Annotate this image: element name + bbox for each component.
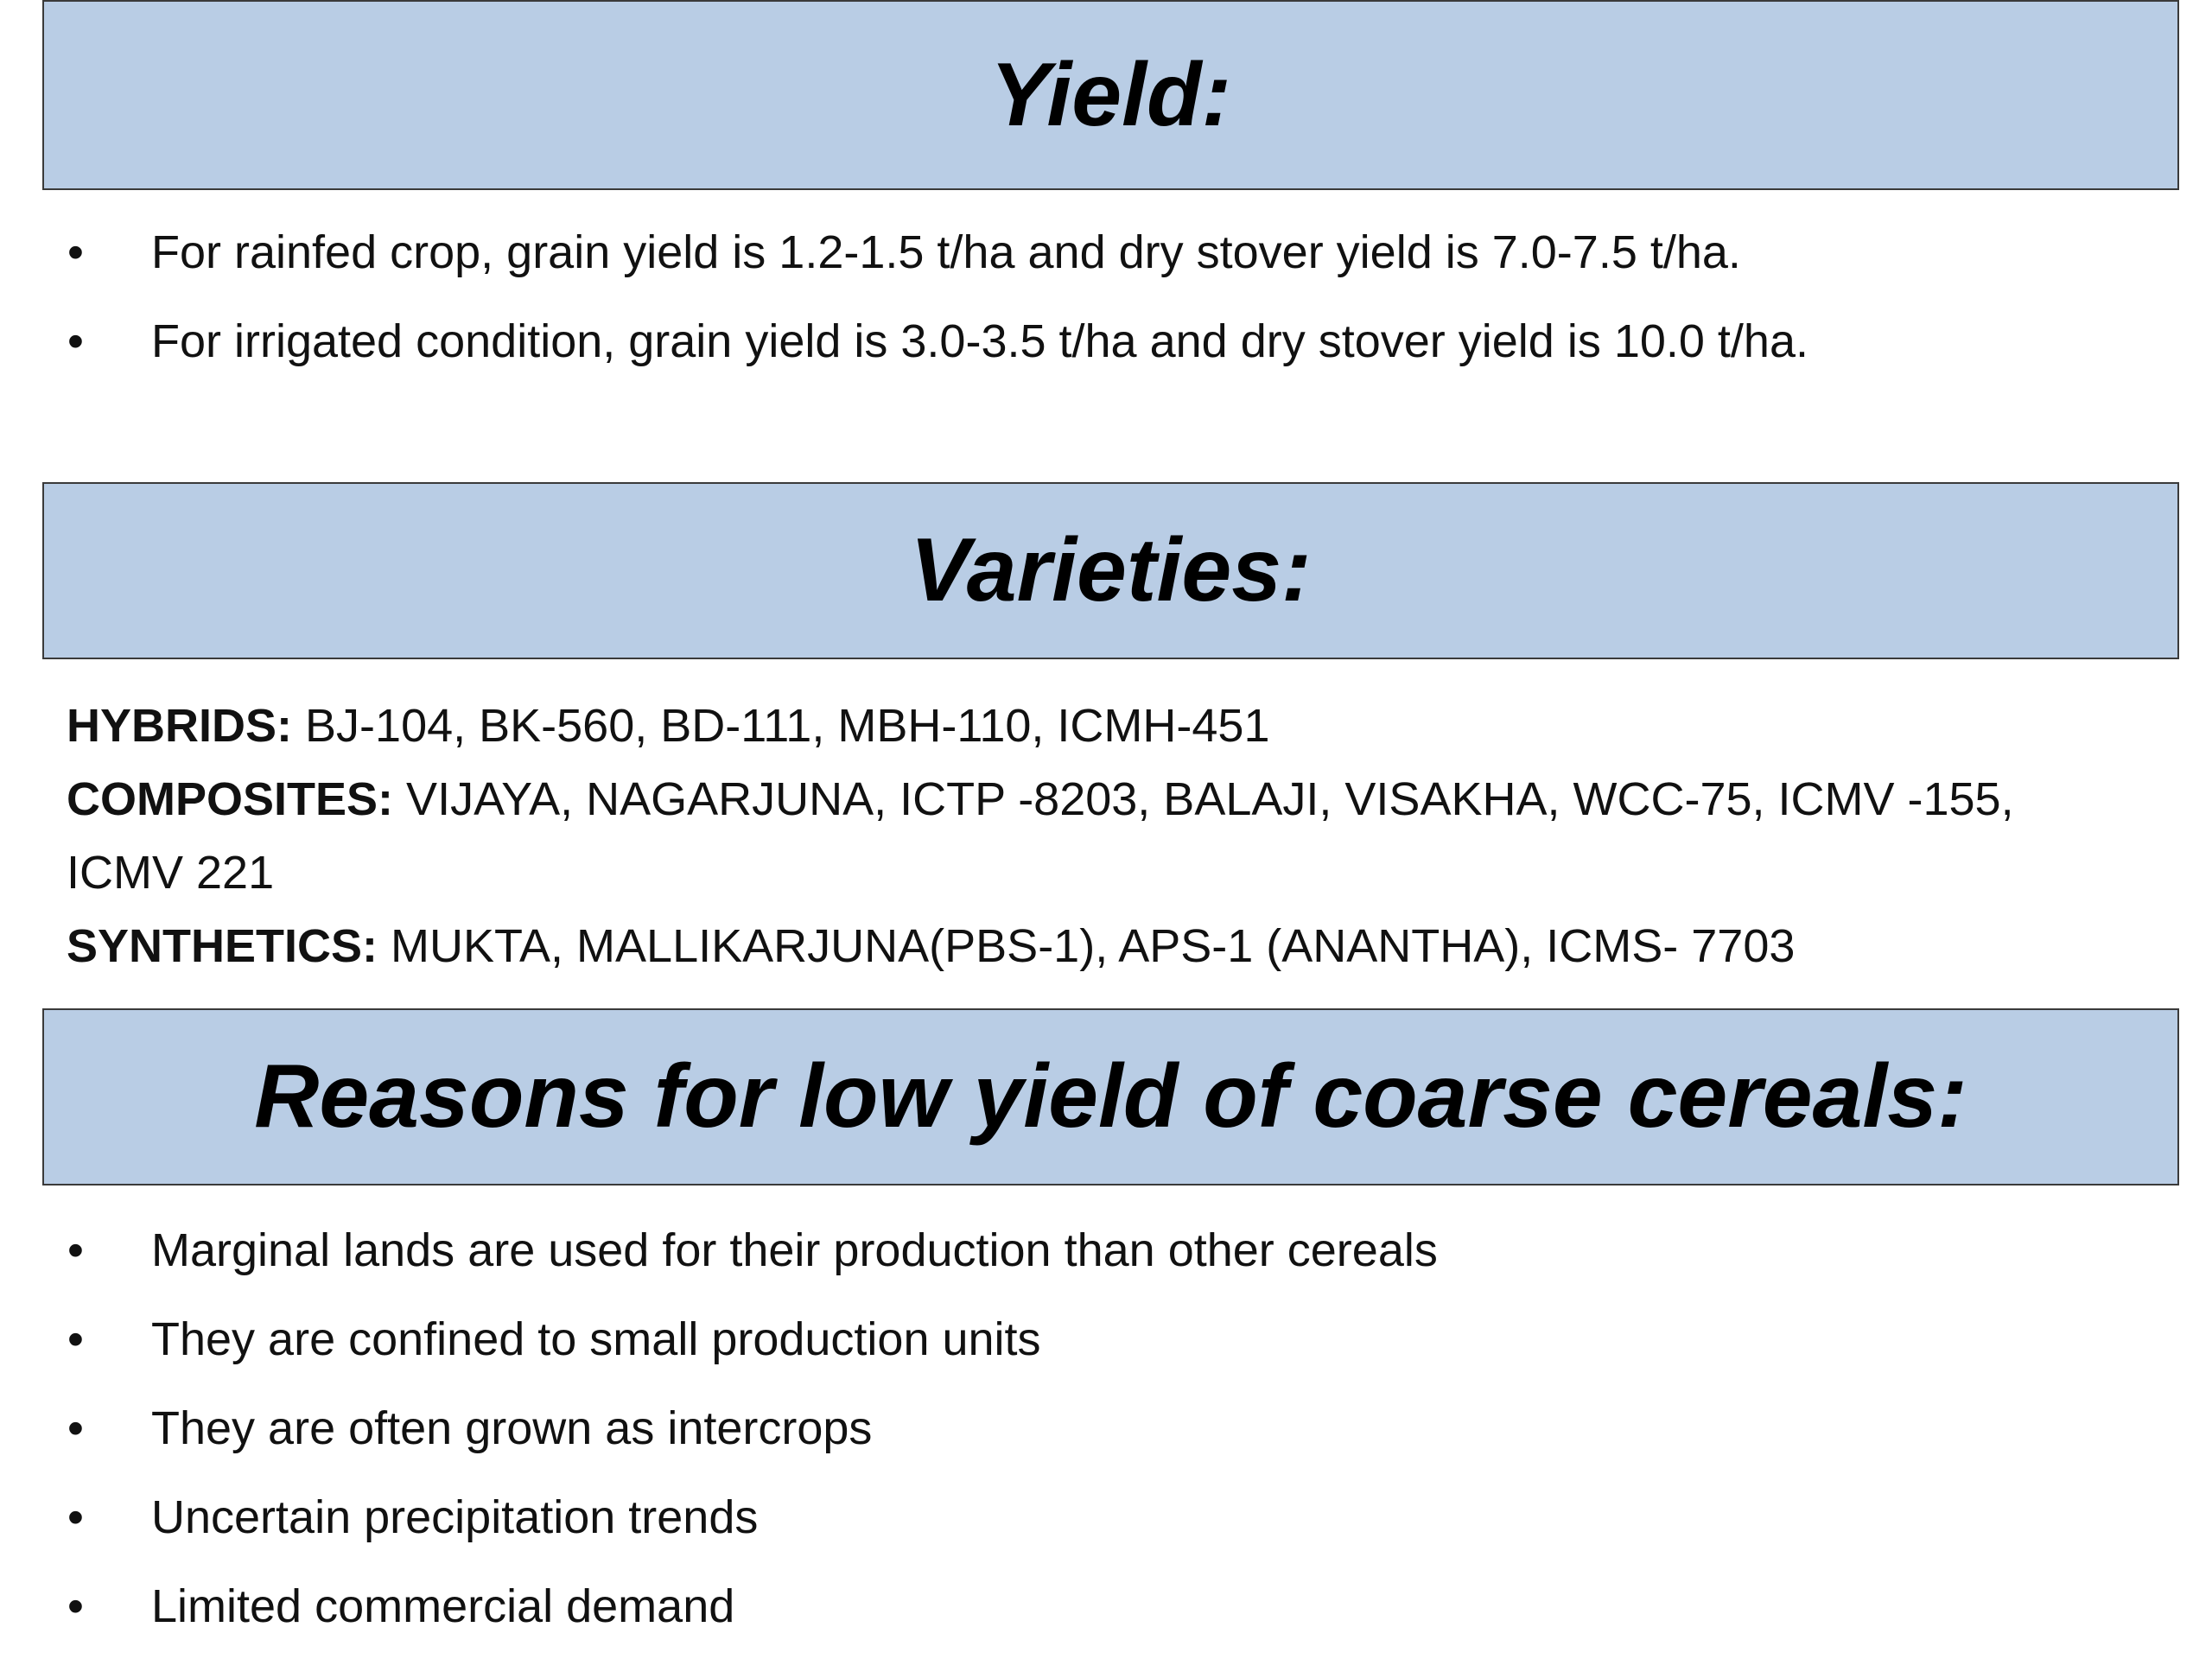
bullet-item: Marginal lands are used for their produc… [0, 1213, 2155, 1287]
bullet-item: They are confined to small production un… [0, 1302, 2155, 1376]
variety-line: HYBRIDS: BJ-104, BK-560, BD-111, MBH-110… [67, 690, 2140, 763]
bullet-item: Limited commercial demand [0, 1569, 2155, 1643]
bullet-list: For rainfed crop, grain yield is 1.2-1.5… [0, 215, 2212, 393]
variety-text: BJ-104, BK-560, BD-111, MBH-110, ICMH-45… [305, 700, 1270, 752]
variety-label: COMPOSITES: [67, 773, 394, 825]
bullet-item: They are often grown as intercrops [0, 1391, 2155, 1465]
variety-line: COMPOSITES: VIJAYA, NAGARJUNA, ICTP -820… [67, 763, 2140, 910]
bullet-item: Uncertain precipitation trends [0, 1480, 2155, 1554]
bullet-list: Marginal lands are used for their produc… [0, 1213, 2212, 1658]
variety-text: VIJAYA, NAGARJUNA, ICTP -8203, BALAJI, V… [67, 773, 2014, 899]
variety-label: HYBRIDS: [67, 700, 293, 752]
variety-text: MUKTA, MALLIKARJUNA(PBS-1), APS-1 (ANANT… [391, 920, 1796, 972]
variety-label: SYNTHETICS: [67, 920, 378, 972]
varieties-list: HYBRIDS: BJ-104, BK-560, BD-111, MBH-110… [67, 690, 2140, 983]
bullet-item: For irrigated condition, grain yield is … [0, 304, 2155, 378]
section-header: Varieties: [42, 482, 2179, 659]
section-header: Reasons for low yield of coarse cereals: [42, 1008, 2179, 1185]
variety-line: SYNTHETICS: MUKTA, MALLIKARJUNA(PBS-1), … [67, 910, 2140, 983]
section-header: Yield: [42, 0, 2179, 190]
bullet-item: For rainfed crop, grain yield is 1.2-1.5… [0, 215, 2155, 289]
